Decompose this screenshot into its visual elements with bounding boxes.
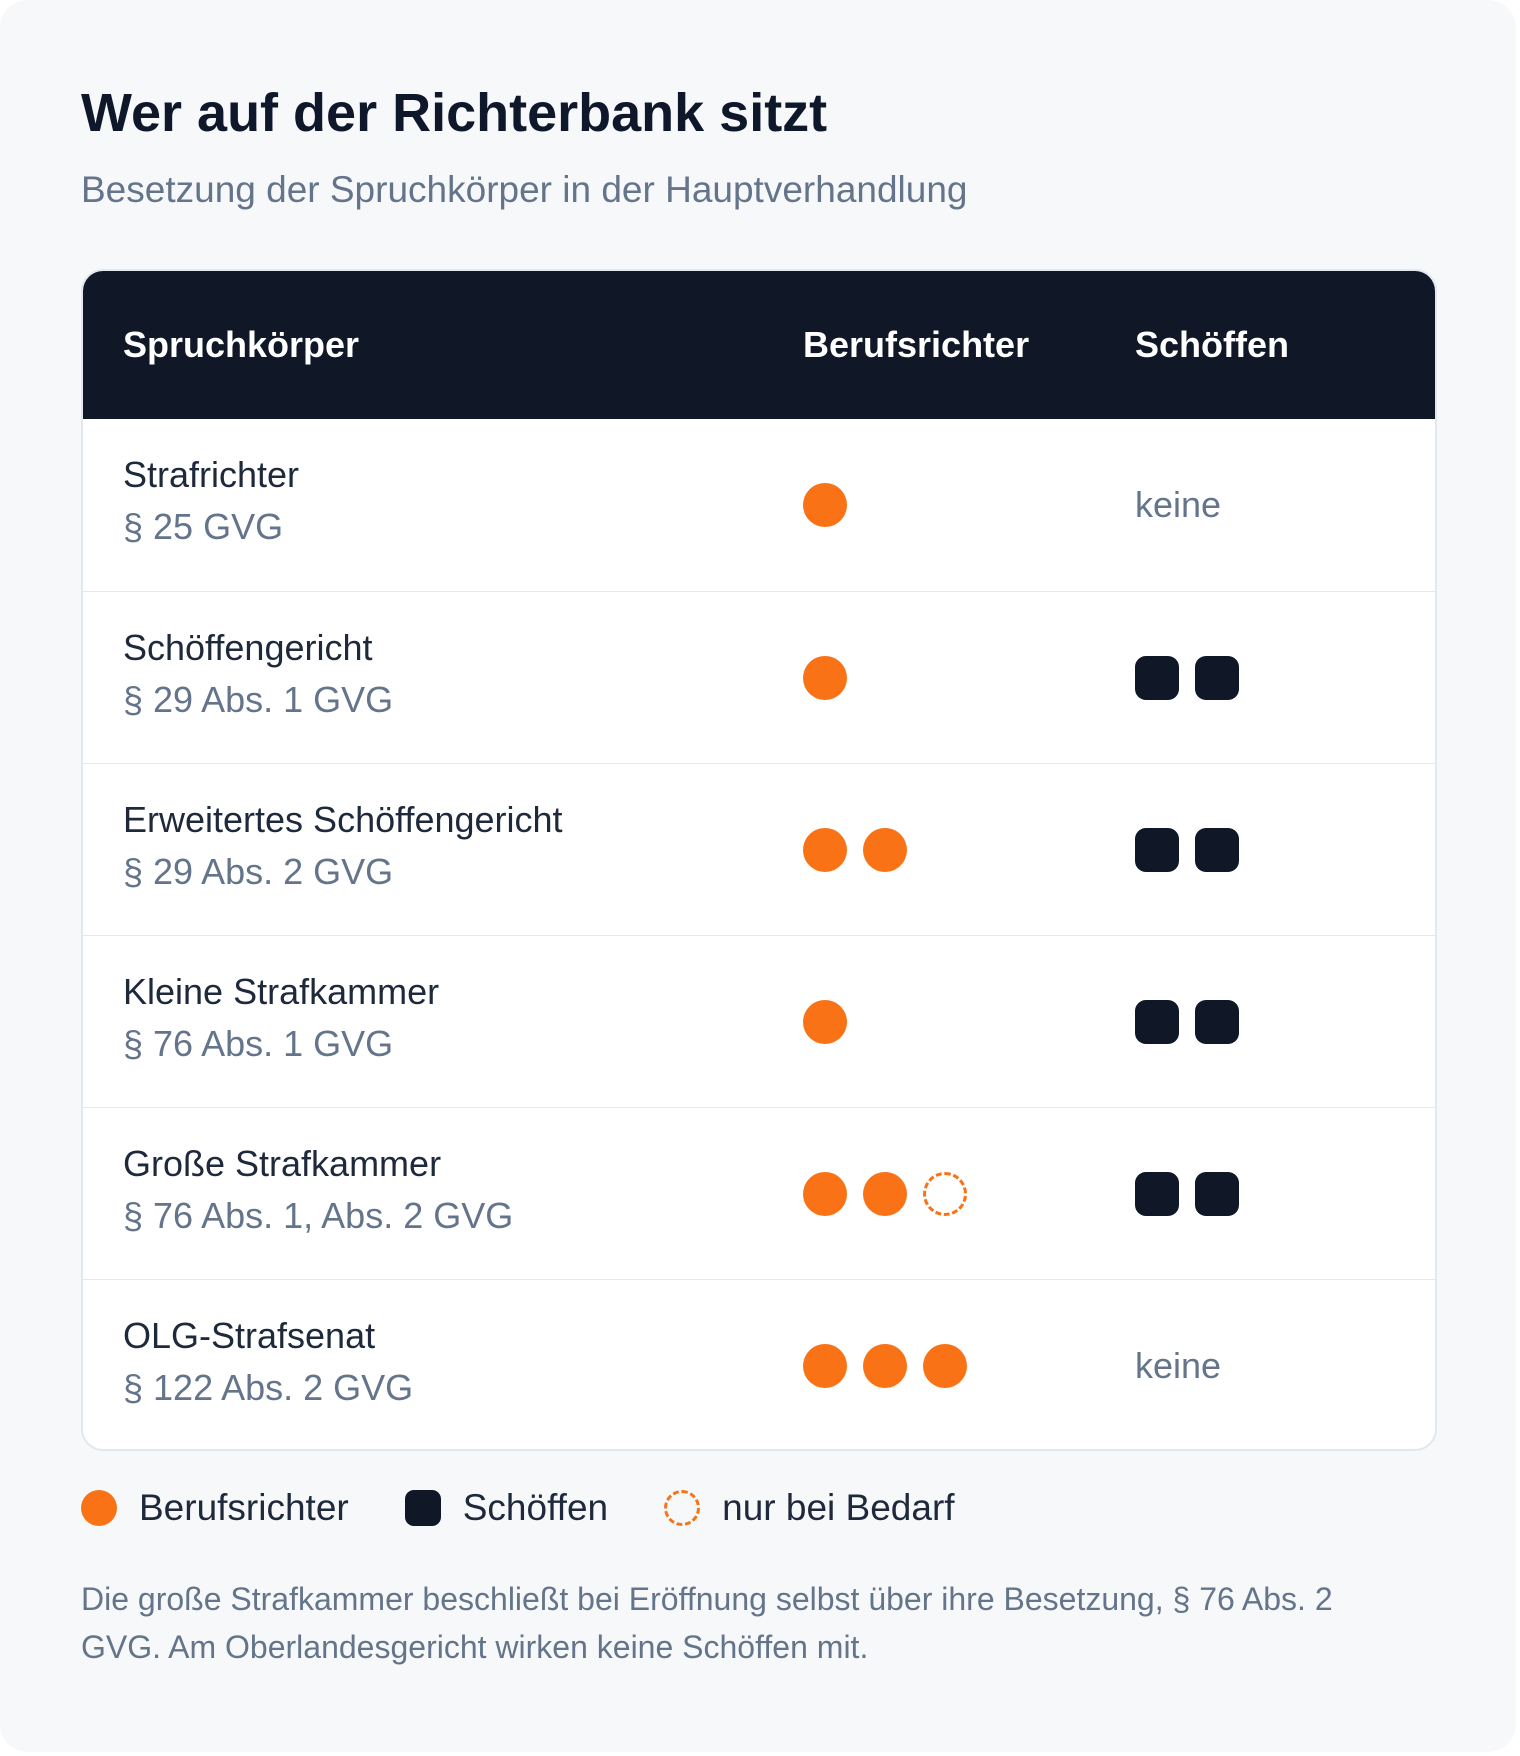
professional-judges (803, 1000, 847, 1044)
legend-item-optional: nur bei Bedarf (664, 1486, 955, 1530)
header-berufsrichter: Berufsrichter (803, 324, 1030, 365)
professional-judge-icon (803, 656, 847, 700)
table-row: Kleine Strafkammer § 76 Abs. 1 GVG (83, 935, 1435, 1107)
lay-judge-icon (1195, 1000, 1239, 1044)
lay-judge-icon (1135, 656, 1179, 700)
lay-judges-none: keine (1135, 1345, 1222, 1386)
lay-judge-icon (404, 1490, 441, 1526)
court-name: Strafrichter (123, 454, 300, 495)
page-subtitle: Besetzung der Spruchkörper in der Hauptv… (81, 169, 968, 210)
professional-judges (803, 483, 847, 527)
professional-judge-icon (803, 483, 847, 527)
court-name: Schöffengericht (123, 627, 373, 668)
lay-judges (1135, 1000, 1239, 1044)
court-name: Erweitertes Schöffengericht (123, 799, 563, 840)
legend-label-optional: nur bei Bedarf (722, 1487, 955, 1528)
table-header: Spruchkörper Berufsrichter Schöffen (83, 271, 1435, 419)
legend: Berufsrichter Schöffen nur bei Bedarf (81, 1486, 1011, 1530)
page-title: Wer auf der Richterbank sitzt (81, 83, 828, 143)
legend-label-professional: Berufsrichter (139, 1487, 349, 1528)
composition-table: Spruchkörper Berufsrichter Schöffen Stra… (81, 269, 1437, 1451)
lay-judge-icon (1135, 1000, 1179, 1044)
professional-judges (803, 828, 907, 872)
table-row: Schöffengericht § 29 Abs. 1 GVG (83, 591, 1435, 763)
lay-judges (1135, 1172, 1239, 1216)
professional-judge-icon (803, 1172, 847, 1216)
footnote: Die große Strafkammer beschließt bei Erö… (81, 1581, 1333, 1665)
professional-judge-icon (923, 1344, 967, 1388)
table-row: Erweitertes Schöffengericht § 29 Abs. 2 … (83, 763, 1435, 935)
lay-judge-icon (1195, 1172, 1239, 1216)
professional-judge-icon (803, 1344, 847, 1388)
lay-judge-icon (1135, 1172, 1179, 1216)
legend-label-lay: Schöffen (462, 1487, 609, 1528)
lay-judge-icon (1135, 828, 1179, 872)
legal-reference: § 76 Abs. 1, Abs. 2 GVG (123, 1195, 514, 1236)
legend-item-lay: Schöffen (404, 1486, 609, 1530)
legal-reference: § 29 Abs. 2 GVG (123, 851, 394, 892)
professional-judge-icon (863, 1344, 907, 1388)
legend-item-professional: Berufsrichter (81, 1486, 349, 1530)
court-name: Große Strafkammer (123, 1143, 442, 1184)
professional-judge-icon (803, 828, 847, 872)
legal-reference: § 76 Abs. 1 GVG (123, 1023, 394, 1064)
court-name: OLG-Strafsenat (123, 1315, 376, 1356)
table-row: Große Strafkammer § 76 Abs. 1, Abs. 2 GV… (83, 1107, 1435, 1279)
lay-judges-none: keine (1135, 484, 1222, 525)
professional-judge-icon (863, 828, 907, 872)
table-row: OLG-Strafsenat § 122 Abs. 2 GVG keine (83, 1279, 1435, 1449)
lay-judge-icon (1195, 828, 1239, 872)
professional-judges (803, 1172, 967, 1216)
optional-judge-icon (923, 1172, 967, 1216)
professional-judge-icon (803, 1000, 847, 1044)
lay-judges (1135, 828, 1239, 872)
lay-judge-icon (1195, 656, 1239, 700)
legal-reference: § 122 Abs. 2 GVG (123, 1367, 414, 1408)
professional-judges (803, 1344, 967, 1388)
lay-judges (1135, 656, 1239, 700)
legal-reference: § 25 GVG (123, 506, 284, 547)
header-schoeffen: Schöffen (1135, 324, 1290, 365)
professional-judge-icon (81, 1490, 117, 1526)
professional-judge-icon (863, 1172, 907, 1216)
court-name: Kleine Strafkammer (123, 971, 440, 1012)
professional-judges (803, 656, 847, 700)
header-spruchkoerper: Spruchkörper (123, 324, 360, 365)
table-row: Strafrichter § 25 GVG keine (83, 419, 1435, 591)
optional-judge-icon (664, 1490, 701, 1526)
legal-reference: § 29 Abs. 1 GVG (123, 679, 394, 720)
